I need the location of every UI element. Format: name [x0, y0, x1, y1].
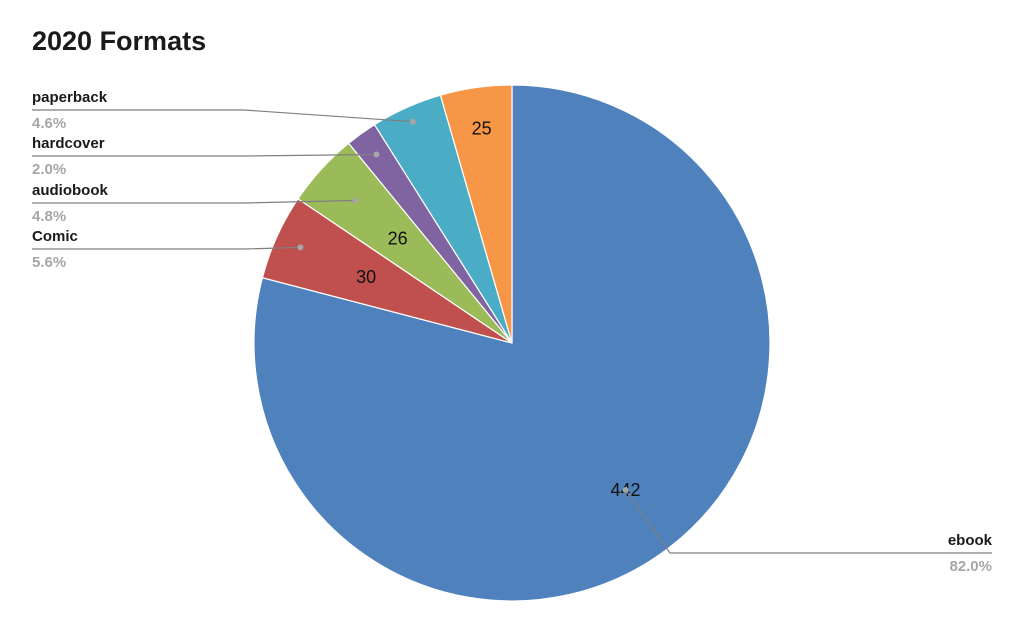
leader-dot-audiobook	[352, 197, 359, 204]
leader-line-hardcover	[32, 153, 377, 157]
leader-line-paperback	[32, 109, 413, 123]
chart-title: 2020 Formats	[32, 26, 207, 56]
leader-line-audiobook	[32, 199, 356, 204]
category-label-ebook: ebook	[948, 532, 993, 549]
percent-label-ebook: 82.0%	[949, 558, 992, 575]
leader-dot-comic	[297, 244, 304, 251]
value-label-comic: 30	[356, 267, 376, 287]
pie-slice-other	[439, 84, 513, 344]
percent-label-hardcover: 2.0%	[32, 161, 66, 178]
pie-slice-ebook	[253, 84, 771, 602]
leader-dot-hardcover	[373, 151, 380, 158]
percent-label-paperback: 4.6%	[32, 115, 66, 132]
category-label-paperback: paperback	[32, 89, 108, 106]
category-label-hardcover: hardcover	[32, 135, 105, 152]
percent-label-comic: 5.6%	[32, 254, 66, 271]
leader-line-comic	[32, 246, 301, 250]
percent-label-audiobook: 4.8%	[32, 208, 66, 225]
category-label-comic: Comic	[32, 228, 78, 245]
category-label-audiobook: audiobook	[32, 182, 108, 199]
leader-dot-paperback	[409, 118, 416, 125]
value-label-other: 25	[472, 118, 492, 138]
value-label-audiobook: 26	[388, 229, 408, 249]
leader-dot-ebook	[622, 487, 629, 493]
leader-line-ebook	[625, 489, 992, 554]
